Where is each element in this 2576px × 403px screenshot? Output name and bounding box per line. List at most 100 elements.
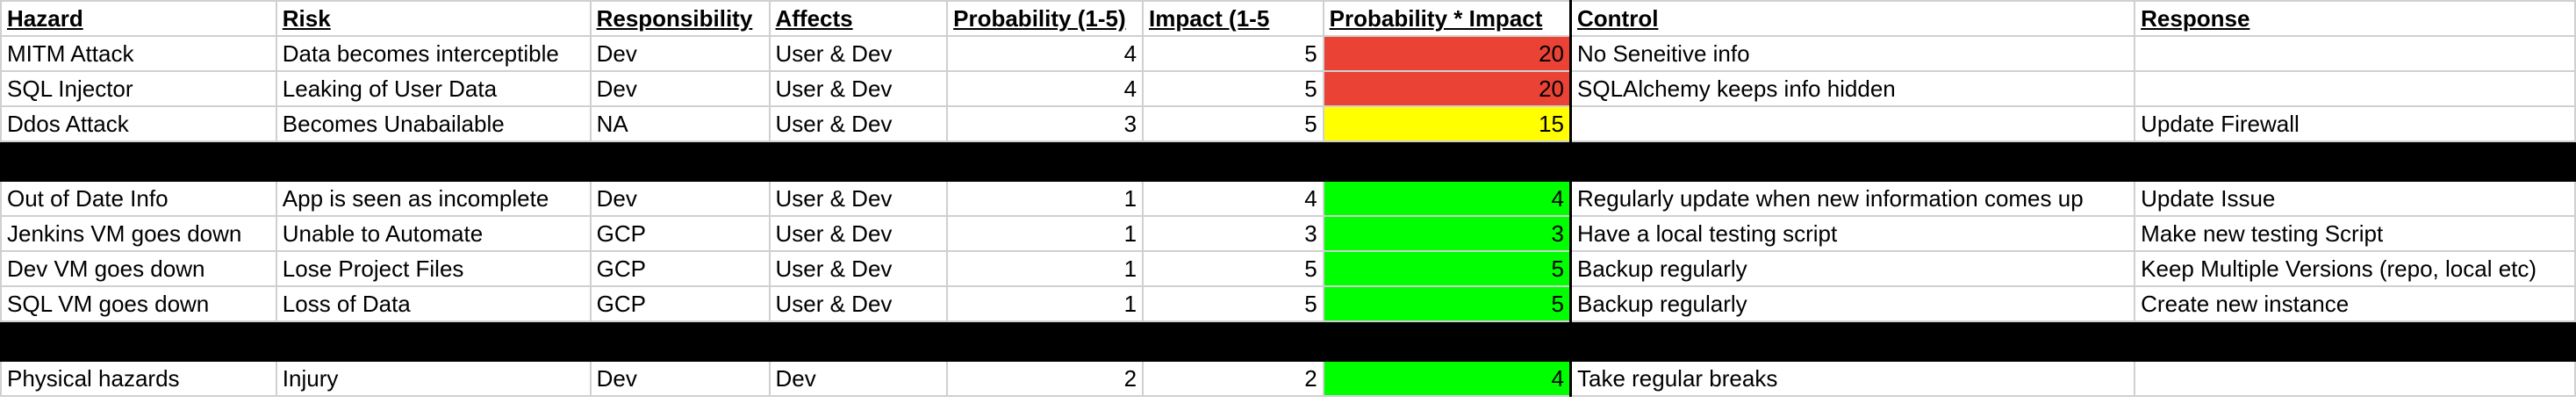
- risk-cell[interactable]: Becomes Unabailable: [275, 105, 592, 142]
- score-cell[interactable]: 5: [1322, 285, 1572, 322]
- control-cell[interactable]: No Seneitive info: [1569, 35, 2136, 72]
- column-header-response[interactable]: Response: [2134, 0, 2576, 37]
- separator-cell[interactable]: [946, 140, 1144, 182]
- control-cell[interactable]: Have a local testing script: [1569, 215, 2136, 252]
- response-cell[interactable]: [2134, 35, 2576, 72]
- affects-cell[interactable]: User & Dev: [768, 250, 949, 287]
- probability-cell[interactable]: 3: [946, 105, 1144, 142]
- risk-cell[interactable]: Injury: [275, 360, 592, 397]
- score-cell[interactable]: 5: [1322, 250, 1572, 287]
- separator-cell[interactable]: [1569, 320, 2136, 362]
- responsibility-cell[interactable]: NA: [589, 105, 771, 142]
- response-cell[interactable]: Create new instance: [2134, 285, 2576, 322]
- hazard-cell[interactable]: Physical hazards: [0, 360, 277, 397]
- column-header-probability[interactable]: Probability (1-5): [946, 0, 1144, 37]
- response-cell[interactable]: Update Issue: [2134, 180, 2576, 217]
- score-cell[interactable]: 20: [1322, 70, 1572, 107]
- impact-cell[interactable]: 2: [1142, 360, 1324, 397]
- response-cell[interactable]: Update Firewall: [2134, 105, 2576, 142]
- responsibility-cell[interactable]: GCP: [589, 215, 771, 252]
- affects-cell[interactable]: User & Dev: [768, 70, 949, 107]
- impact-cell[interactable]: 5: [1142, 105, 1324, 142]
- responsibility-cell[interactable]: Dev: [589, 180, 771, 217]
- response-cell[interactable]: [2134, 360, 2576, 397]
- hazard-cell[interactable]: SQL VM goes down: [0, 285, 277, 322]
- control-cell[interactable]: Backup regularly: [1569, 285, 2136, 322]
- responsibility-cell[interactable]: GCP: [589, 250, 771, 287]
- probability-cell[interactable]: 1: [946, 215, 1144, 252]
- impact-cell[interactable]: 5: [1142, 250, 1324, 287]
- impact-cell[interactable]: 5: [1142, 35, 1324, 72]
- control-cell[interactable]: [1569, 105, 2136, 142]
- control-cell[interactable]: Backup regularly: [1569, 250, 2136, 287]
- separator-cell[interactable]: [768, 140, 949, 182]
- separator-cell[interactable]: [2134, 140, 2576, 182]
- control-cell[interactable]: Take regular breaks: [1569, 360, 2136, 397]
- responsibility-cell[interactable]: GCP: [589, 285, 771, 322]
- separator-cell[interactable]: [1322, 320, 1572, 362]
- separator-cell[interactable]: [1142, 320, 1324, 362]
- separator-cell[interactable]: [1142, 140, 1324, 182]
- separator-cell[interactable]: [275, 320, 592, 362]
- hazard-cell[interactable]: Jenkins VM goes down: [0, 215, 277, 252]
- separator-cell[interactable]: [0, 320, 277, 362]
- score-cell[interactable]: 15: [1322, 105, 1572, 142]
- separator-cell[interactable]: [0, 140, 277, 182]
- affects-cell[interactable]: Dev: [768, 360, 949, 397]
- column-header-affects[interactable]: Affects: [768, 0, 949, 37]
- column-header-score[interactable]: Probability * Impact: [1322, 0, 1572, 37]
- probability-cell[interactable]: 1: [946, 250, 1144, 287]
- table-row: MITM Attack Data becomes interceptible Dev…: [0, 35, 2576, 72]
- responsibility-cell[interactable]: Dev: [589, 360, 771, 397]
- risk-cell[interactable]: Unable to Automate: [275, 215, 592, 252]
- separator-cell[interactable]: [589, 320, 771, 362]
- hazard-cell[interactable]: SQL Injector: [0, 70, 277, 107]
- risk-cell[interactable]: App is seen as incomplete: [275, 180, 592, 217]
- impact-cell[interactable]: 5: [1142, 70, 1324, 107]
- score-cell[interactable]: 3: [1322, 215, 1572, 252]
- affects-cell[interactable]: User & Dev: [768, 105, 949, 142]
- affects-cell[interactable]: User & Dev: [768, 180, 949, 217]
- column-header-responsibility[interactable]: Responsibility: [589, 0, 771, 37]
- column-header-control[interactable]: Control: [1569, 0, 2136, 37]
- affects-cell[interactable]: User & Dev: [768, 285, 949, 322]
- control-cell[interactable]: Regularly update when new information co…: [1569, 180, 2136, 217]
- separator-cell[interactable]: [1569, 140, 2136, 182]
- control-cell[interactable]: SQLAlchemy keeps info hidden: [1569, 70, 2136, 107]
- risk-cell[interactable]: Lose Project Files: [275, 250, 592, 287]
- affects-cell[interactable]: User & Dev: [768, 215, 949, 252]
- score-cell[interactable]: 4: [1322, 360, 1572, 397]
- probability-cell[interactable]: 4: [946, 35, 1144, 72]
- probability-cell[interactable]: 1: [946, 180, 1144, 217]
- impact-cell[interactable]: 4: [1142, 180, 1324, 217]
- response-cell[interactable]: [2134, 70, 2576, 107]
- score-cell[interactable]: 20: [1322, 35, 1572, 72]
- column-header-hazard[interactable]: Hazard: [0, 0, 277, 37]
- separator-cell[interactable]: [2134, 320, 2576, 362]
- impact-cell[interactable]: 5: [1142, 285, 1324, 322]
- probability-cell[interactable]: 2: [946, 360, 1144, 397]
- separator-cell[interactable]: [946, 320, 1144, 362]
- risk-cell[interactable]: Loss of Data: [275, 285, 592, 322]
- column-header-impact[interactable]: Impact (1-5: [1142, 0, 1324, 37]
- risk-cell[interactable]: Data becomes interceptible: [275, 35, 592, 72]
- response-cell[interactable]: Keep Multiple Versions (repo, local etc): [2134, 250, 2576, 287]
- column-header-risk[interactable]: Risk: [275, 0, 592, 37]
- impact-cell[interactable]: 3: [1142, 215, 1324, 252]
- responsibility-cell[interactable]: Dev: [589, 35, 771, 72]
- affects-cell[interactable]: User & Dev: [768, 35, 949, 72]
- hazard-cell[interactable]: MITM Attack: [0, 35, 277, 72]
- separator-cell[interactable]: [768, 320, 949, 362]
- risk-cell[interactable]: Leaking of User Data: [275, 70, 592, 107]
- hazard-cell[interactable]: Dev VM goes down: [0, 250, 277, 287]
- hazard-cell[interactable]: Out of Date Info: [0, 180, 277, 217]
- probability-cell[interactable]: 1: [946, 285, 1144, 322]
- score-cell[interactable]: 4: [1322, 180, 1572, 217]
- responsibility-cell[interactable]: Dev: [589, 70, 771, 107]
- separator-cell[interactable]: [589, 140, 771, 182]
- hazard-cell[interactable]: Ddos Attack: [0, 105, 277, 142]
- separator-cell[interactable]: [275, 140, 592, 182]
- response-cell[interactable]: Make new testing Script: [2134, 215, 2576, 252]
- probability-cell[interactable]: 4: [946, 70, 1144, 107]
- separator-cell[interactable]: [1322, 140, 1572, 182]
